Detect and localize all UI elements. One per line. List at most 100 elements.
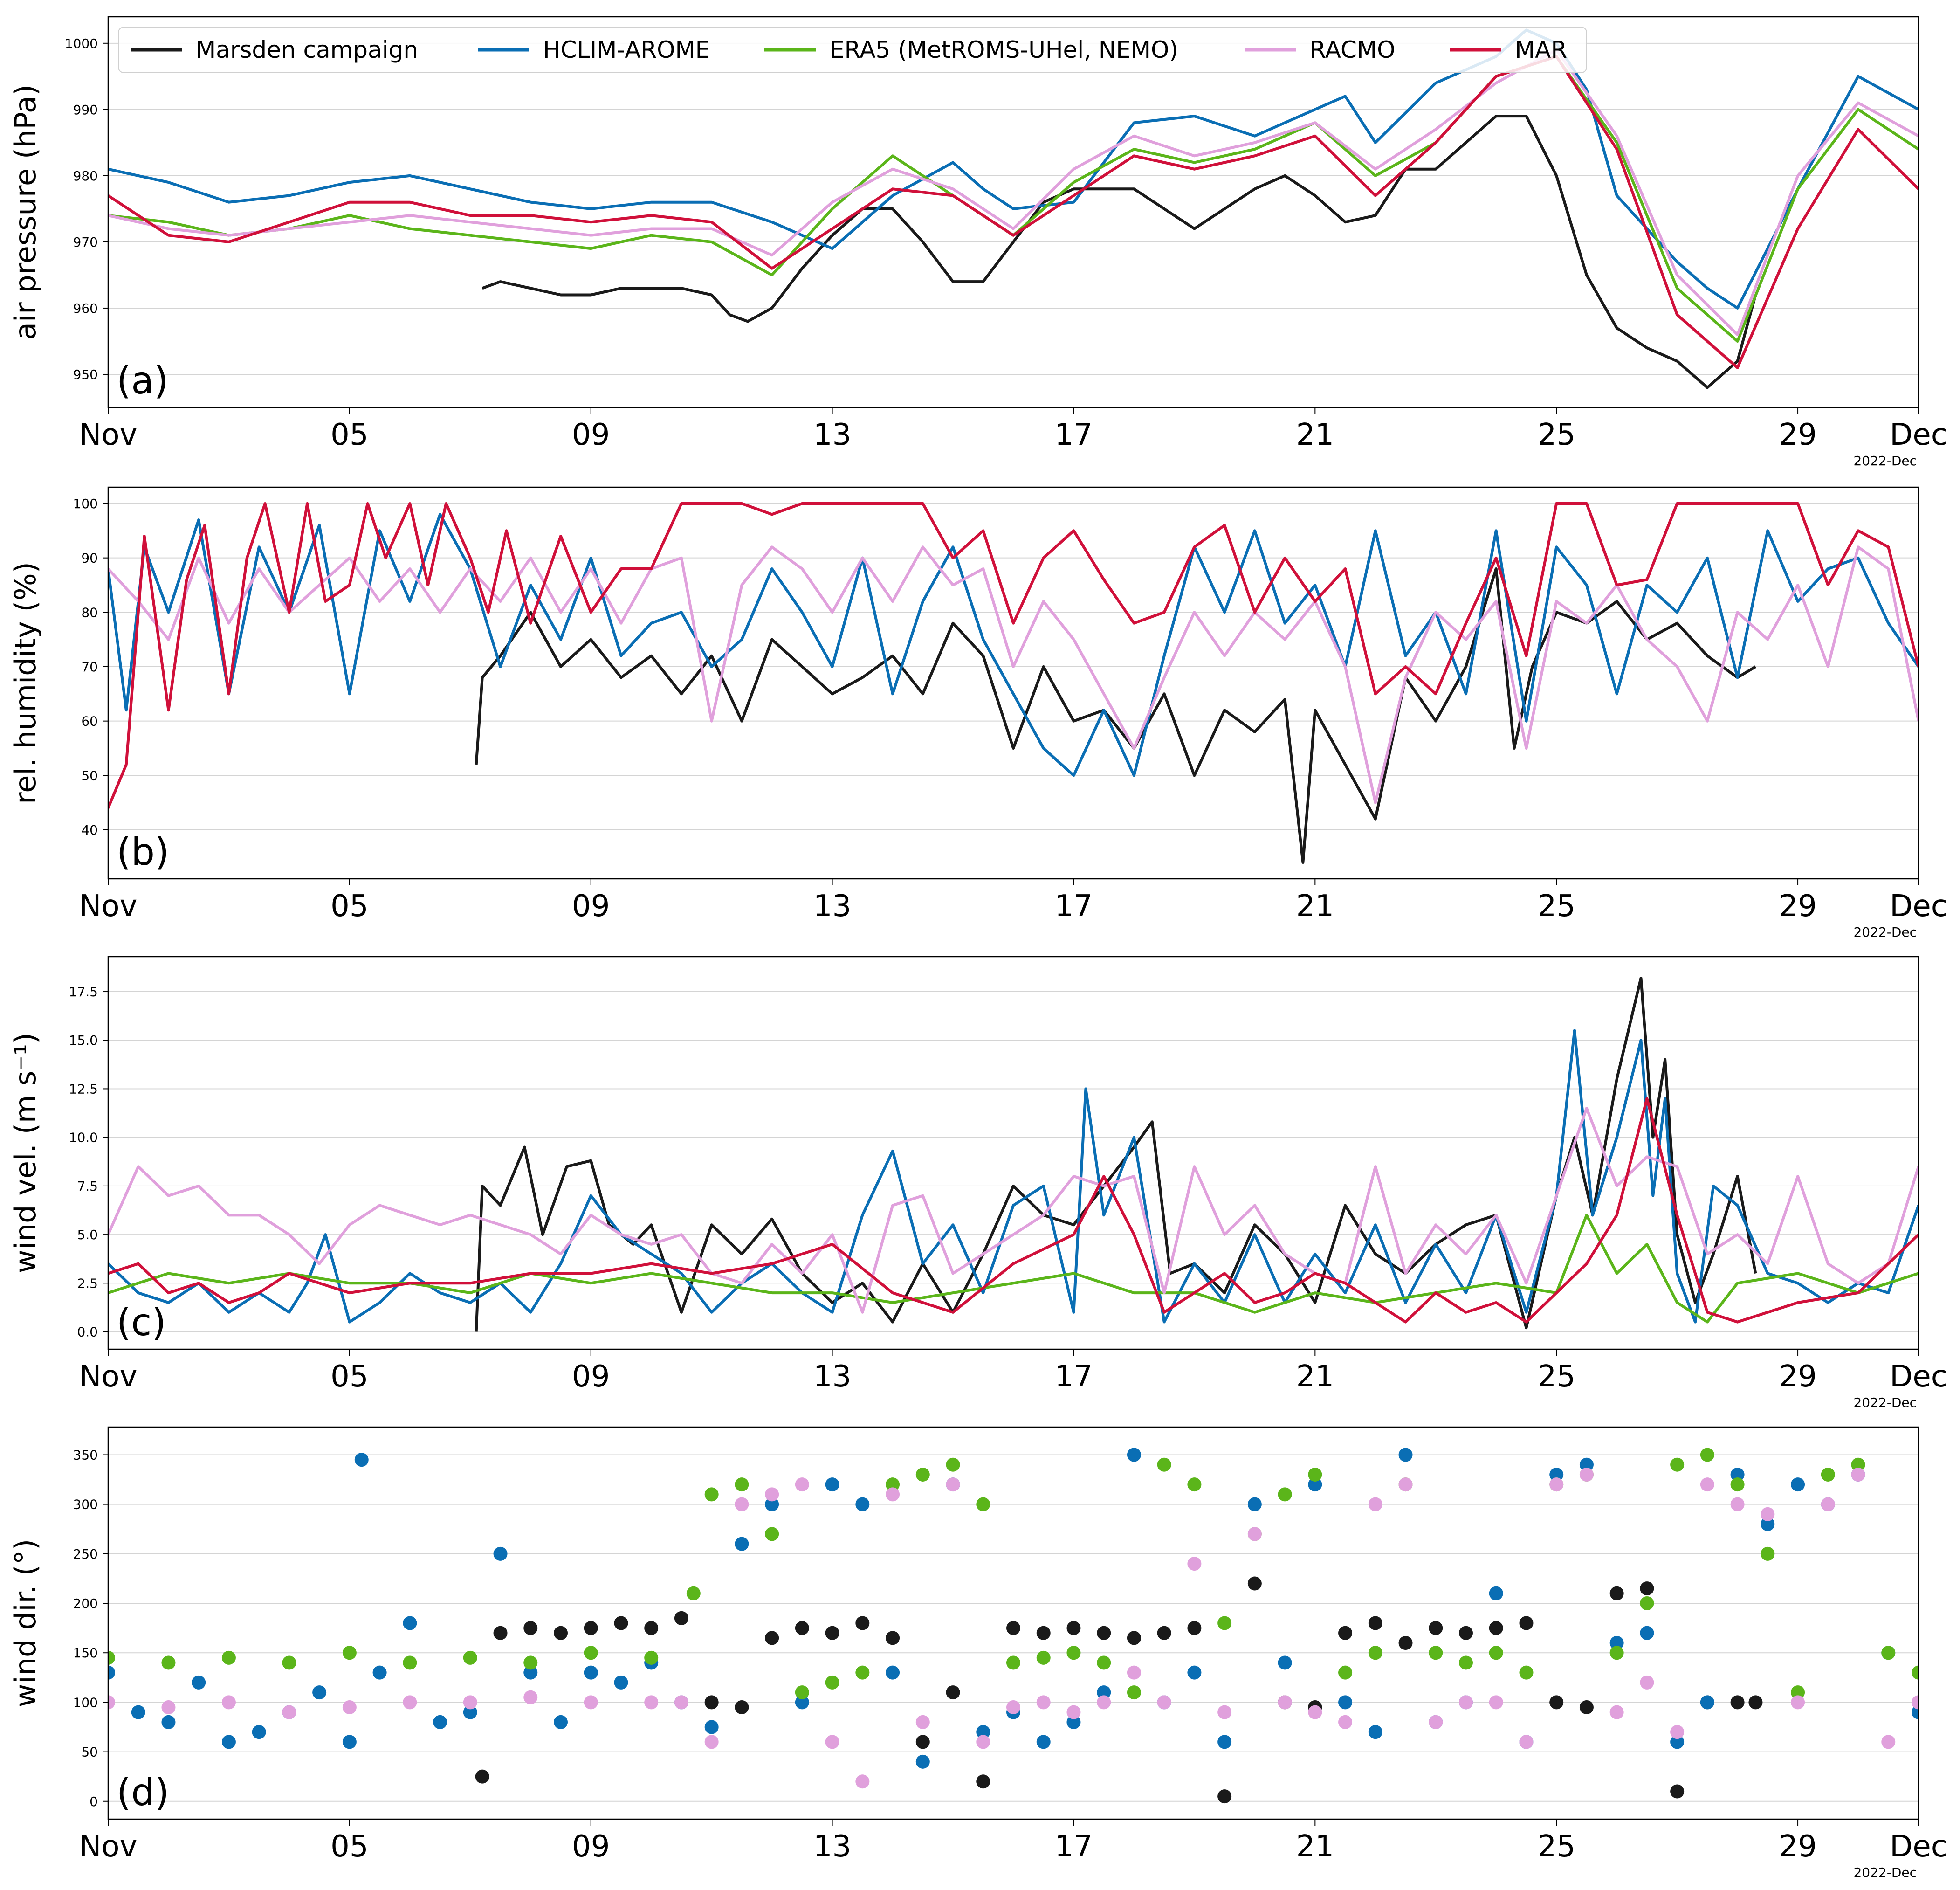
data-point (463, 1650, 477, 1665)
y-tick-label: 950 (73, 367, 98, 382)
data-point (1748, 1695, 1763, 1710)
data-point (1368, 1616, 1382, 1630)
data-point (686, 1586, 701, 1600)
data-point (1730, 1477, 1745, 1492)
data-point (1036, 1650, 1051, 1665)
series-line-racmo (108, 48, 1919, 336)
data-point (614, 1675, 628, 1690)
data-point (946, 1477, 960, 1492)
data-point (855, 1665, 870, 1680)
data-point (1398, 1448, 1413, 1462)
x-tick-label: 29 (1779, 418, 1816, 452)
data-point (825, 1735, 839, 1749)
legend-label-hclim-arome: HCLIM-AROME (543, 36, 710, 63)
data-point (1730, 1497, 1745, 1511)
data-point (976, 1735, 990, 1749)
data-point (1489, 1646, 1503, 1660)
x-tick-label: 13 (813, 1359, 851, 1394)
data-point (1549, 1467, 1564, 1482)
data-point (1127, 1665, 1141, 1680)
y-tick-label: 100 (73, 496, 98, 511)
data-point (1338, 1626, 1353, 1640)
x-tick-label: 21 (1296, 889, 1334, 924)
data-point (1912, 1665, 1919, 1680)
data-point (1640, 1596, 1654, 1611)
data-point (342, 1700, 357, 1715)
data-point (1670, 1735, 1685, 1749)
data-point (1700, 1448, 1714, 1462)
legend-box (118, 27, 1587, 73)
data-point (1308, 1477, 1322, 1492)
data-point (855, 1497, 870, 1511)
data-point (1097, 1655, 1111, 1670)
data-point (372, 1665, 387, 1680)
data-point (1851, 1457, 1865, 1472)
data-point (735, 1537, 749, 1551)
data-point (704, 1695, 719, 1710)
y-tick-label: 300 (73, 1497, 98, 1512)
data-point (1459, 1695, 1473, 1710)
data-point (221, 1735, 236, 1749)
data-point (1217, 1616, 1232, 1630)
data-point (1429, 1715, 1443, 1729)
data-point (1157, 1626, 1171, 1640)
data-point (1609, 1586, 1624, 1600)
data-point (1459, 1626, 1473, 1640)
data-point (1006, 1621, 1020, 1635)
data-point (1670, 1725, 1685, 1739)
data-point (1278, 1655, 1292, 1670)
y-tick-label: 200 (73, 1596, 98, 1611)
x-tick-label: Dec (1890, 418, 1947, 452)
plot-frame (107, 486, 1919, 880)
data-point (1670, 1457, 1685, 1472)
y-tick-label: 1000 (65, 36, 98, 51)
data-point (735, 1477, 749, 1492)
data-point (1489, 1586, 1503, 1600)
data-point (282, 1705, 296, 1719)
data-point (131, 1705, 145, 1719)
series-points-racmo (108, 1467, 1919, 1789)
legend-label-marsden-campaign: Marsden campaign (196, 36, 418, 63)
y-tick-label: 70 (81, 659, 98, 675)
x-tick-label: 17 (1055, 889, 1093, 924)
data-point (1217, 1735, 1232, 1749)
data-point (463, 1705, 477, 1719)
data-point (1519, 1735, 1534, 1749)
x-tick-label: 17 (1055, 418, 1093, 452)
data-point (463, 1695, 477, 1710)
y-tick-label: 0.0 (77, 1324, 98, 1339)
x-tick-label: 25 (1537, 1359, 1575, 1394)
data-point (1036, 1626, 1051, 1640)
data-point (765, 1487, 779, 1502)
legend-label-era5-metroms-uhel-nemo: ERA5 (MetROMS-UHel, NEMO) (830, 36, 1178, 63)
data-point (161, 1700, 176, 1715)
y-tick-label: 5.0 (77, 1227, 98, 1242)
data-point (855, 1616, 870, 1630)
data-point (1609, 1646, 1624, 1660)
data-point (644, 1650, 659, 1665)
y-tick-label: 12.5 (69, 1081, 98, 1097)
x-tick-label: 21 (1296, 1359, 1334, 1394)
data-point (915, 1715, 930, 1729)
data-point (704, 1487, 719, 1502)
legend-label-racmo: RACMO (1310, 36, 1395, 63)
x-tick-label: Nov (79, 418, 138, 452)
x-offset-label: 2022-Dec (1853, 453, 1917, 469)
data-point (1338, 1695, 1353, 1710)
data-point (1006, 1700, 1020, 1715)
x-tick-label: 05 (330, 418, 368, 452)
plot-frame (107, 956, 1919, 1350)
panel-b: 40 50 60 70 80 90 100 Nov 05 09 13 17 21 25 29 Dec2022-… (8, 486, 1947, 940)
series-line-hclim-arome (108, 1029, 1919, 1324)
y-tick-label: 10.0 (69, 1130, 98, 1145)
data-point (354, 1453, 369, 1467)
y-tick-label: 90 (81, 551, 98, 566)
data-point (554, 1626, 568, 1640)
data-point (735, 1497, 749, 1511)
series-points-marsden-campaign (475, 1576, 1763, 1804)
y-axis-label: wind vel. (m s⁻¹) (8, 1033, 42, 1273)
data-point (644, 1695, 659, 1710)
y-tick-label: 50 (81, 768, 98, 783)
panel-d: 0 50 100 150 200 250 300 350 Nov 05 09 13 17 21 25 29 De… (8, 1426, 1947, 1880)
